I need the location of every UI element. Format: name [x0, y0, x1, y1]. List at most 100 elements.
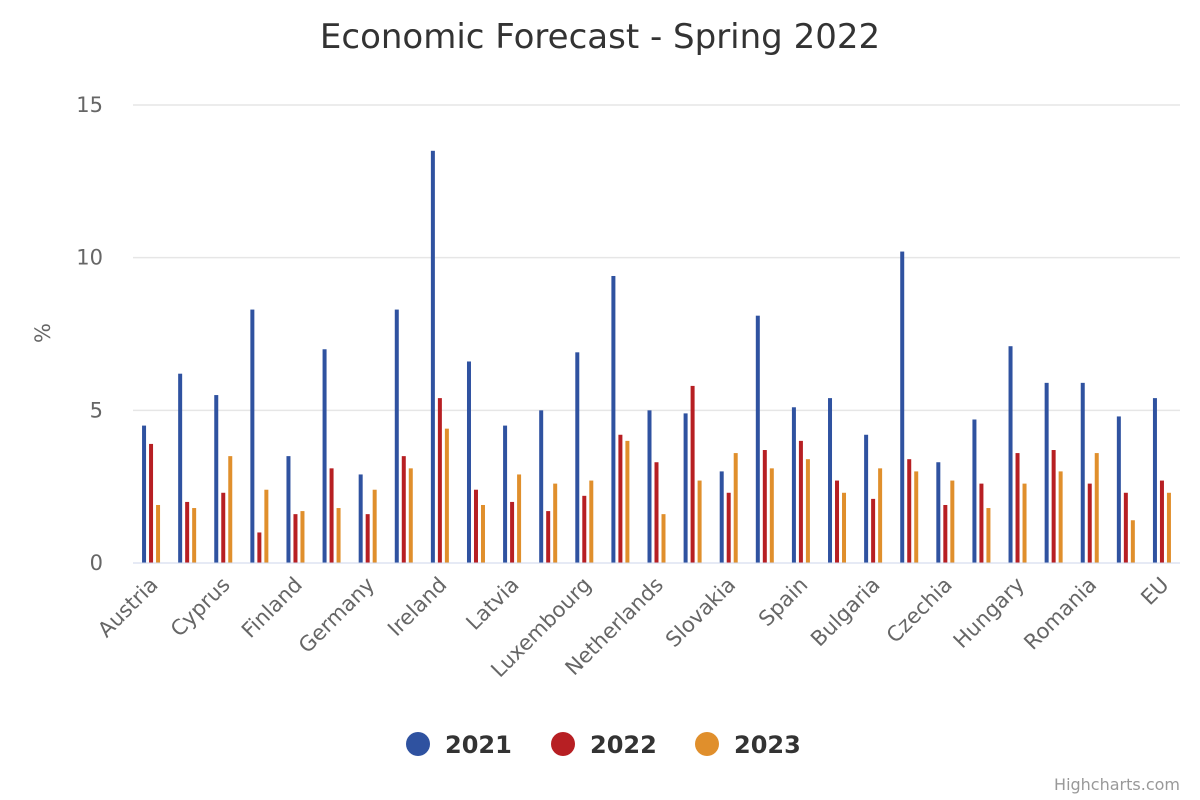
bar[interactable] [972, 419, 977, 563]
bar[interactable] [1044, 382, 1049, 563]
bar[interactable] [1152, 398, 1157, 563]
legend-item-2022[interactable]: 2022 [551, 731, 657, 759]
bar[interactable] [769, 468, 774, 563]
bar[interactable] [185, 501, 190, 563]
bar[interactable] [979, 483, 984, 563]
bar[interactable] [156, 504, 161, 563]
bar[interactable] [286, 456, 291, 563]
x-tick-label: Spain [754, 573, 812, 631]
bar[interactable] [300, 511, 305, 563]
bar[interactable] [719, 471, 724, 563]
bar[interactable] [791, 407, 796, 563]
bar[interactable] [726, 492, 731, 563]
bar[interactable] [625, 440, 630, 563]
bar[interactable] [733, 453, 738, 563]
bar[interactable] [365, 514, 370, 563]
bar[interactable] [510, 501, 515, 563]
bar[interactable] [1123, 492, 1128, 563]
x-tick-label: Ireland [383, 573, 451, 641]
bar[interactable] [322, 349, 327, 563]
bar[interactable] [466, 361, 471, 563]
bar[interactable] [1080, 382, 1085, 563]
bar[interactable] [250, 309, 255, 563]
bar[interactable] [1008, 346, 1013, 563]
bar[interactable] [1159, 480, 1164, 563]
bar[interactable] [1094, 453, 1099, 563]
bar[interactable] [907, 459, 912, 563]
bar[interactable] [401, 456, 406, 563]
bar[interactable] [444, 428, 449, 563]
bar[interactable] [683, 413, 688, 563]
bar[interactable] [654, 462, 659, 563]
bar[interactable] [517, 474, 522, 563]
bar[interactable] [986, 508, 991, 563]
bar[interactable] [293, 514, 298, 563]
bar[interactable] [192, 508, 197, 563]
bar[interactable] [1166, 492, 1171, 563]
credits-link[interactable]: Highcharts.com [1054, 775, 1180, 794]
y-tick-label: 0 [90, 551, 103, 575]
bar[interactable] [358, 474, 363, 563]
bar[interactable] [647, 410, 652, 563]
bar[interactable] [618, 434, 623, 563]
bar[interactable] [1051, 450, 1056, 563]
bar[interactable] [437, 398, 442, 563]
bar[interactable] [936, 462, 941, 563]
bar[interactable] [690, 385, 695, 563]
bar[interactable] [1015, 453, 1020, 563]
bar[interactable] [697, 480, 702, 563]
bar[interactable] [805, 459, 810, 563]
bar[interactable] [950, 480, 955, 563]
bar[interactable] [1087, 483, 1092, 563]
bar[interactable] [264, 489, 269, 563]
bar[interactable] [762, 450, 767, 563]
bar[interactable] [828, 398, 833, 563]
bar[interactable] [228, 456, 233, 563]
bar[interactable] [257, 532, 262, 563]
legend-item-2021[interactable]: 2021 [406, 731, 512, 759]
bar[interactable] [329, 468, 334, 563]
bar[interactable] [149, 443, 154, 563]
bar[interactable] [900, 251, 905, 563]
bar[interactable] [842, 492, 847, 563]
bar[interactable] [1130, 520, 1135, 563]
bar[interactable] [473, 489, 478, 563]
bar[interactable] [864, 434, 869, 563]
bar[interactable] [611, 275, 616, 563]
bar[interactable] [871, 498, 876, 563]
legend-marker [406, 732, 430, 756]
bar[interactable] [430, 150, 435, 564]
bar[interactable] [142, 425, 147, 563]
bar[interactable] [878, 468, 883, 563]
bar[interactable] [372, 489, 377, 563]
bar[interactable] [546, 511, 551, 563]
bar[interactable] [582, 495, 587, 563]
bar[interactable] [394, 309, 399, 563]
bar[interactable] [1058, 471, 1063, 563]
bar[interactable] [503, 425, 508, 563]
bar[interactable] [1116, 416, 1121, 563]
bar[interactable] [178, 373, 183, 563]
x-tick-label: Romania [1019, 573, 1101, 655]
bar[interactable] [480, 504, 485, 563]
bar[interactable] [661, 514, 666, 563]
bar[interactable] [221, 492, 226, 563]
legend-label: 2021 [445, 731, 512, 759]
bar[interactable] [798, 440, 803, 563]
bar[interactable] [408, 468, 413, 563]
bar[interactable] [539, 410, 544, 563]
x-tick-label: EU [1136, 573, 1173, 610]
bar[interactable] [575, 352, 580, 563]
bar[interactable] [914, 471, 919, 563]
bar[interactable] [835, 480, 840, 563]
bar[interactable] [214, 395, 219, 563]
bar[interactable] [755, 315, 760, 563]
y-axis-label: % [31, 323, 55, 343]
bar[interactable] [943, 504, 948, 563]
bar[interactable] [553, 483, 558, 563]
bar[interactable] [336, 508, 341, 563]
bar[interactable] [1022, 483, 1027, 563]
bar[interactable] [589, 480, 594, 563]
legend-item-2023[interactable]: 2023 [695, 731, 801, 759]
